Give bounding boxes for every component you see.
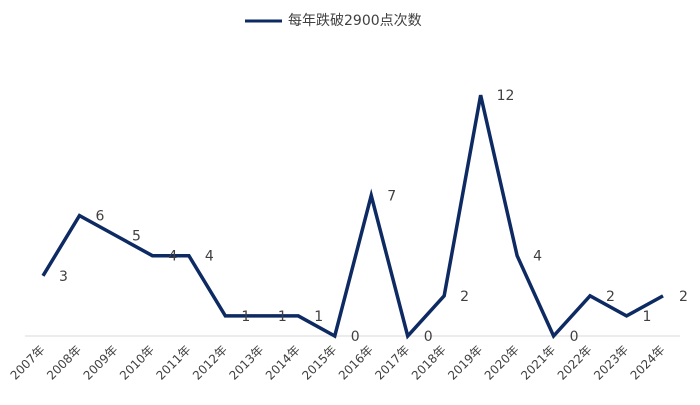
x-tick-label: 2019年: [445, 343, 485, 383]
x-tick-label: 2013年: [226, 343, 266, 383]
x-tick-label: 2011年: [153, 343, 193, 383]
data-label: 2: [460, 289, 469, 305]
data-label: 12: [497, 88, 515, 104]
x-tick-label: 2021年: [518, 343, 558, 383]
data-label: 2: [679, 289, 688, 305]
data-label: 5: [132, 229, 141, 245]
x-tick-label: 2017年: [372, 343, 412, 383]
x-tick-label: 2018年: [409, 343, 449, 383]
data-label: 1: [643, 309, 652, 325]
data-label: 0: [570, 329, 579, 345]
legend-label: 每年跌破2900点次数: [288, 13, 422, 29]
x-tick-label: 2007年: [8, 343, 48, 383]
x-tick-label: 2023年: [591, 343, 631, 383]
data-label: 0: [351, 329, 360, 345]
x-tick-label: 2020年: [482, 343, 522, 383]
x-tick-label: 2022年: [555, 343, 595, 383]
x-tick-label: 2008年: [44, 343, 84, 383]
data-label: 2: [606, 289, 615, 305]
data-label: 1: [241, 309, 250, 325]
data-label: 4: [168, 249, 177, 265]
data-label: 6: [95, 209, 104, 225]
data-label: 7: [387, 189, 396, 205]
x-tick-label: 2014年: [263, 343, 303, 383]
data-label: 1: [314, 309, 323, 325]
x-tick-label: 2024年: [628, 343, 668, 383]
data-label: 3: [59, 269, 68, 285]
x-tick-label: 2016年: [336, 343, 376, 383]
x-tick-label: 2015年: [299, 343, 339, 383]
data-label: 1: [278, 309, 287, 325]
data-line: [41, 94, 664, 340]
data-label: 4: [533, 249, 542, 265]
x-tick-label: 2012年: [190, 343, 230, 383]
x-tick-label: 2009年: [81, 343, 121, 383]
data-label: 4: [205, 249, 214, 265]
x-tick-label: 2010年: [117, 343, 157, 383]
data-label: 0: [424, 329, 433, 345]
